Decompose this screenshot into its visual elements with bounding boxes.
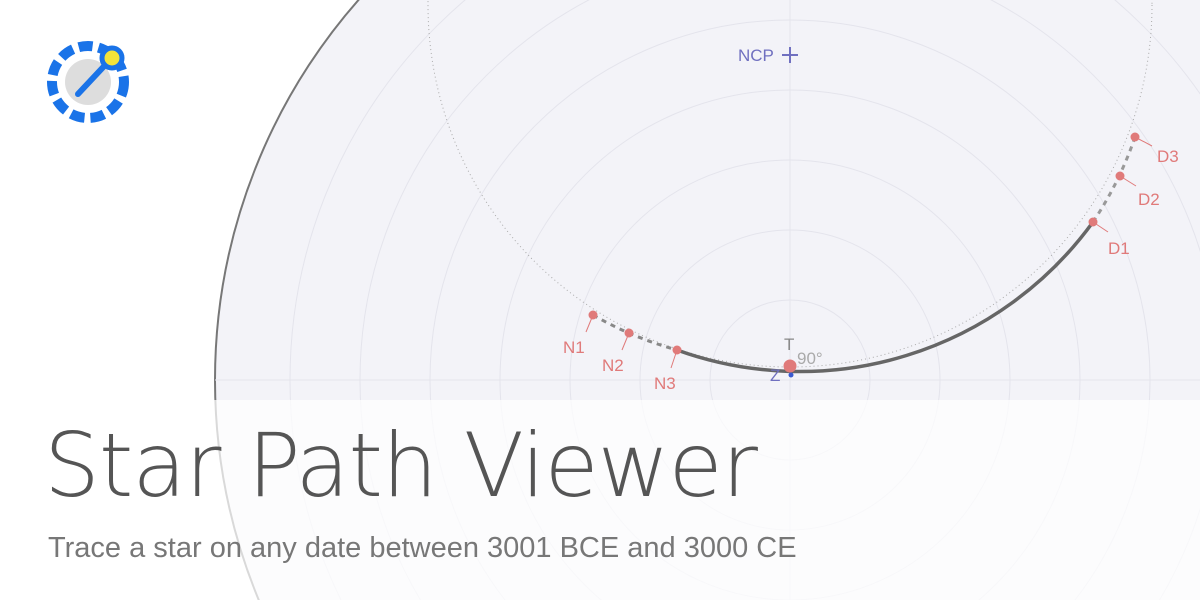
- night-path: [676, 220, 1095, 374]
- event-points: [585, 132, 1153, 373]
- point-label: D3: [1157, 147, 1179, 166]
- point-label: D1: [1108, 239, 1130, 258]
- subtitle: Trace a star on any date between 3001 BC…: [48, 532, 797, 564]
- logo: [47, 41, 129, 123]
- point-label: N1: [563, 338, 585, 357]
- transit-label: T: [784, 335, 794, 354]
- point-label: D2: [1138, 190, 1160, 209]
- zenith-marker: [788, 372, 794, 378]
- pole-label: NCP: [738, 46, 774, 65]
- pole-marker: [782, 47, 798, 63]
- title: Star Path Viewer: [44, 414, 759, 517]
- point-label: N2: [602, 356, 624, 375]
- zenith-label: Z: [770, 366, 780, 385]
- point-label: N3: [654, 374, 676, 393]
- caption-panel: [0, 400, 1200, 600]
- altitude-label: 90°: [797, 349, 823, 368]
